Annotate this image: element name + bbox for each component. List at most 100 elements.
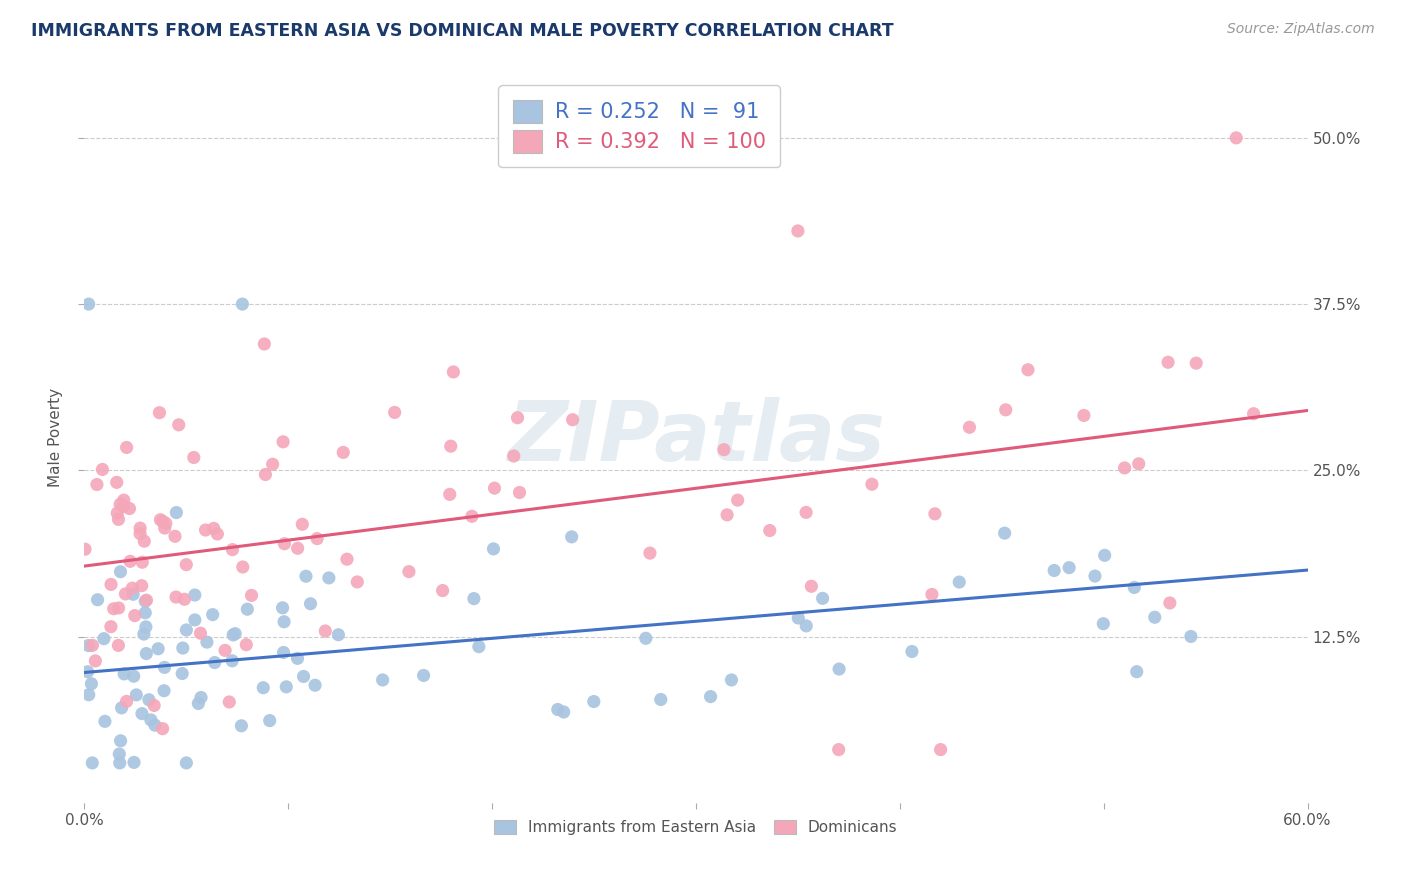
Point (110, 565, 132, 579)
Point (800, 579, 823, 593)
Point (1043, 564, 1066, 578)
Point (794, 619, 817, 633)
Point (122, 756, 145, 770)
Point (1185, 356, 1208, 370)
Point (787, 224, 810, 238)
Point (506, 410, 529, 425)
Point (174, 558, 197, 572)
Point (924, 507, 946, 521)
Point (461, 509, 484, 524)
Point (1017, 363, 1039, 377)
Point (115, 694, 138, 708)
Point (929, 742, 952, 756)
Point (120, 554, 142, 568)
Point (948, 575, 970, 590)
Point (720, 673, 742, 687)
Point (112, 493, 135, 508)
Point (167, 417, 190, 432)
Point (254, 467, 277, 482)
Point (115, 441, 138, 455)
Point (122, 669, 145, 683)
Point (1114, 461, 1136, 475)
Point (287, 651, 309, 665)
Point (224, 626, 246, 640)
Point (222, 628, 245, 642)
Point (165, 506, 187, 520)
Point (176, 623, 198, 637)
Point (271, 600, 294, 615)
Point (152, 722, 174, 736)
Point (634, 632, 657, 646)
Point (108, 497, 131, 511)
Point (994, 526, 1017, 541)
Point (187, 697, 209, 711)
Point (218, 695, 240, 709)
Point (259, 714, 281, 728)
Point (110, 701, 132, 715)
Point (143, 718, 166, 732)
Point (484, 481, 506, 495)
Point (299, 597, 322, 611)
Point (82, 639, 104, 653)
Point (131, 706, 153, 721)
Point (129, 521, 152, 535)
Point (727, 493, 749, 508)
Point (190, 626, 212, 640)
Point (441, 365, 464, 379)
Point (100, 577, 122, 591)
Point (332, 445, 354, 459)
Point (108, 756, 131, 770)
Point (1092, 616, 1115, 631)
Point (131, 579, 153, 593)
Point (1057, 560, 1080, 574)
Point (153, 660, 176, 674)
Point (134, 594, 156, 608)
Point (148, 406, 170, 420)
Point (204, 656, 226, 670)
Point (468, 640, 491, 654)
Point (201, 607, 224, 622)
Point (172, 666, 194, 681)
Point (304, 678, 326, 692)
Point (463, 591, 485, 606)
Point (959, 420, 981, 434)
Point (582, 694, 605, 708)
Point (124, 608, 146, 623)
Point (125, 688, 148, 702)
Point (439, 487, 461, 501)
Point (650, 692, 672, 706)
Point (811, 591, 834, 606)
Point (172, 641, 194, 656)
Point (262, 457, 284, 471)
Point (1159, 596, 1181, 610)
Point (221, 654, 243, 668)
Point (921, 587, 943, 601)
Point (184, 613, 207, 627)
Legend: Immigrants from Eastern Asia, Dominicans: Immigrants from Eastern Asia, Dominicans (486, 813, 905, 843)
Point (135, 620, 157, 634)
Point (432, 583, 454, 598)
Point (221, 542, 243, 557)
Point (314, 624, 336, 638)
Point (80, 677, 103, 691)
Point (794, 505, 817, 519)
Point (73, 542, 96, 557)
Point (371, 673, 394, 687)
Point (105, 506, 128, 520)
Point (1073, 409, 1095, 423)
Point (412, 668, 434, 682)
Point (638, 546, 661, 560)
Point (346, 574, 368, 589)
Point (134, 606, 156, 620)
Point (118, 501, 141, 516)
Point (273, 645, 295, 659)
Point (398, 565, 420, 579)
Point (132, 627, 155, 641)
Point (276, 680, 298, 694)
Point (252, 681, 274, 695)
Point (100, 620, 122, 634)
Point (384, 405, 406, 419)
Point (336, 552, 359, 566)
Point (1125, 665, 1147, 679)
Point (138, 692, 160, 706)
